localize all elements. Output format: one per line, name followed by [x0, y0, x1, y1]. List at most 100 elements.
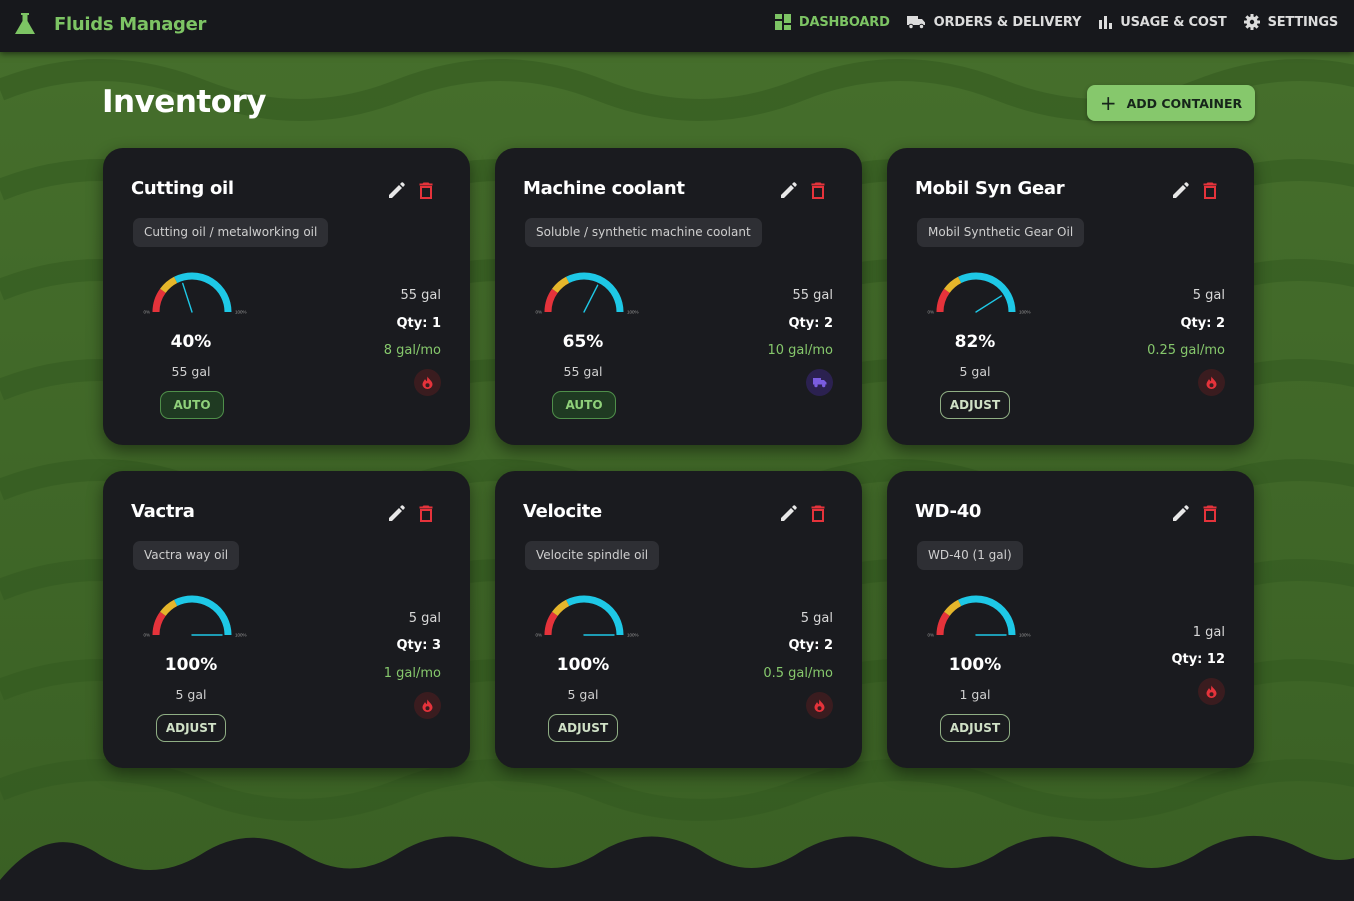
gauge-max-label: 100%: [1019, 633, 1031, 638]
usage-rate: 0.25 gal/mo: [1147, 343, 1225, 358]
gauge-track: [152, 272, 232, 313]
edit-icon[interactable]: [388, 505, 405, 522]
mode-button[interactable]: ADJUST: [940, 714, 1010, 742]
status-button[interactable]: [1198, 678, 1225, 705]
delete-icon[interactable]: [811, 182, 825, 199]
level-percent: 40%: [170, 332, 212, 352]
gauge-zone-high: [958, 595, 1016, 636]
fire-icon: [814, 699, 825, 712]
container-size: 1 gal: [1192, 625, 1225, 640]
fire-icon: [422, 376, 433, 389]
container-size: 5 gal: [800, 611, 833, 626]
quantity: Qty: 12: [1171, 652, 1225, 667]
gauge-min-label: 0%: [927, 310, 934, 315]
gauge-zone-high: [566, 595, 624, 636]
gauge-zone-low: [152, 611, 166, 636]
container-card: Cutting oil Cutting oil / metalworking o…: [103, 148, 470, 445]
nav-orders-label: ORDERS & DELIVERY: [933, 14, 1082, 30]
truck-icon: [906, 16, 925, 29]
gauge-zone-low: [936, 288, 950, 313]
level-percent: 100%: [164, 655, 218, 675]
mode-button[interactable]: ADJUST: [940, 391, 1010, 419]
container-size: 55 gal: [400, 288, 441, 303]
gauge-zone-high: [174, 595, 232, 636]
fluid-type-chip: WD-40 (1 gal): [917, 541, 1023, 570]
flask-icon: [15, 13, 35, 34]
level-gauge: 0% 100%: [143, 272, 247, 315]
gauge-max-label: 100%: [627, 310, 639, 315]
delete-icon[interactable]: [1203, 182, 1217, 199]
nav-orders-delivery[interactable]: ORDERS & DELIVERY: [906, 14, 1082, 30]
page-title: Inventory: [102, 84, 267, 120]
gauge-zone-low: [936, 611, 950, 636]
nav-usage-label: USAGE & COST: [1120, 14, 1227, 30]
mode-button[interactable]: ADJUST: [548, 714, 618, 742]
usage-rate: 8 gal/mo: [383, 343, 441, 358]
gauge-zone-mid: [552, 276, 570, 294]
container-size-label: 1 gal: [959, 687, 991, 702]
fluid-type-chip: Vactra way oil: [133, 541, 240, 570]
container-size-label: 55 gal: [171, 364, 211, 379]
nav-usage-cost[interactable]: USAGE & COST: [1098, 14, 1227, 30]
gauge-track: [152, 595, 232, 636]
brand[interactable]: Fluids Manager: [14, 12, 206, 36]
gauge-zone-low: [544, 611, 558, 636]
gauge-max-label: 100%: [627, 633, 639, 638]
level-gauge: 0% 100%: [535, 272, 639, 315]
card-title: Velocite: [523, 501, 602, 522]
usage-rate: 1 gal/mo: [383, 666, 441, 681]
gauge-zone-mid: [944, 276, 962, 294]
edit-icon[interactable]: [388, 182, 405, 199]
gauge-min-label: 0%: [143, 633, 150, 638]
edit-icon[interactable]: [780, 182, 797, 199]
gauge-zone-high: [174, 272, 232, 313]
level-percent: 100%: [948, 655, 1002, 675]
container-size-label: 5 gal: [567, 687, 599, 702]
delete-icon[interactable]: [419, 505, 433, 522]
gauge-zone-high: [566, 272, 624, 313]
container-size-label: 5 gal: [959, 364, 991, 379]
level-gauge: 0% 100%: [535, 595, 639, 638]
edit-icon[interactable]: [1172, 182, 1189, 199]
edit-icon[interactable]: [1172, 505, 1189, 522]
app-title: Fluids Manager: [54, 13, 207, 35]
status-button[interactable]: [806, 692, 833, 719]
gauge-track: [544, 272, 624, 313]
container-card: WD-40 WD-40 (1 gal) 0% 100% 100% 1 gal AD…: [887, 471, 1254, 768]
nav-dashboard[interactable]: DASHBOARD: [774, 14, 890, 30]
mode-button[interactable]: AUTO: [160, 391, 224, 419]
gauge-min-label: 0%: [535, 633, 542, 638]
gauge-track: [544, 595, 624, 636]
nav-settings[interactable]: SETTINGS: [1243, 14, 1338, 30]
mode-button[interactable]: AUTO: [552, 391, 616, 419]
level-percent: 65%: [562, 332, 604, 352]
container-card: Vactra Vactra way oil 0% 100% 100% 5 gal …: [103, 471, 470, 768]
gauge-needle: [182, 282, 193, 313]
container-size-label: 55 gal: [563, 364, 603, 379]
container-card: Velocite Velocite spindle oil 0% 100% 100…: [495, 471, 862, 768]
delete-icon[interactable]: [811, 505, 825, 522]
status-button[interactable]: [806, 369, 833, 396]
status-button[interactable]: [1198, 369, 1225, 396]
dashboard-icon: [774, 14, 791, 30]
status-button[interactable]: [414, 369, 441, 396]
level-percent: 100%: [556, 655, 610, 675]
gauge-min-label: 0%: [535, 310, 542, 315]
status-button[interactable]: [414, 692, 441, 719]
bar-chart-icon: [1099, 16, 1113, 29]
level-gauge: 0% 100%: [143, 595, 247, 638]
add-container-button[interactable]: + ADD CONTAINER: [1087, 85, 1255, 121]
delete-icon[interactable]: [1203, 505, 1217, 522]
fluid-type-chip: Soluble / synthetic machine coolant: [525, 218, 762, 247]
container-card: Machine coolant Soluble / synthetic mach…: [495, 148, 862, 445]
container-size: 55 gal: [792, 288, 833, 303]
mode-button[interactable]: ADJUST: [156, 714, 226, 742]
fire-icon: [1206, 376, 1217, 389]
gauge-min-label: 0%: [927, 633, 934, 638]
gauge-max-label: 100%: [235, 633, 247, 638]
truck-icon: [812, 378, 826, 388]
level-percent: 82%: [954, 332, 996, 352]
gauge-zone-mid: [552, 599, 570, 617]
edit-icon[interactable]: [780, 505, 797, 522]
delete-icon[interactable]: [419, 182, 433, 199]
